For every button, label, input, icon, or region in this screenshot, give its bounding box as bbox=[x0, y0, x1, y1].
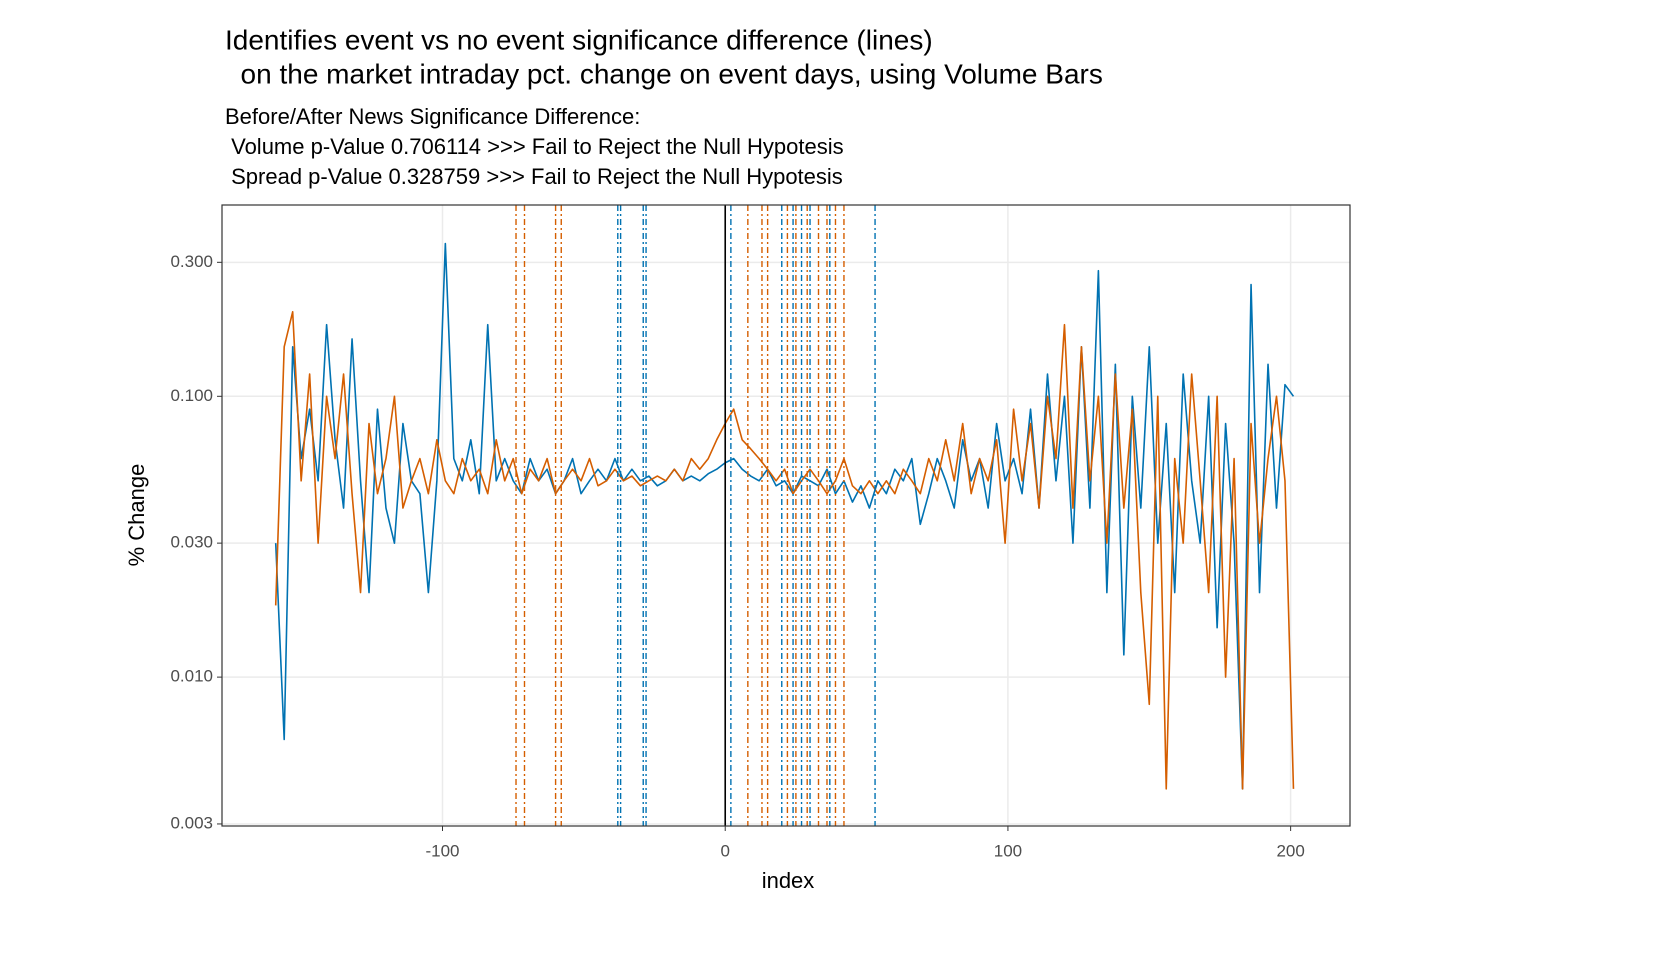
data-line bbox=[274, 310, 1295, 790]
x-tick-label: 200 bbox=[1276, 841, 1304, 860]
y-tick-label: 0.300 bbox=[170, 252, 213, 271]
chart-title: on the market intraday pct. change on ev… bbox=[225, 58, 1103, 89]
x-tick-label: -100 bbox=[425, 841, 459, 860]
x-axis-label: index bbox=[762, 868, 815, 893]
x-tick-label: 0 bbox=[720, 841, 729, 860]
x-tick-label: 100 bbox=[994, 841, 1022, 860]
y-tick-label: 0.030 bbox=[170, 533, 213, 552]
y-tick-label: 0.100 bbox=[170, 386, 213, 405]
chart-subtitle: Before/After News Significance Differenc… bbox=[225, 104, 640, 129]
plot-border bbox=[221, 204, 1351, 827]
plot-background bbox=[222, 205, 1350, 826]
data-line bbox=[274, 242, 1295, 790]
chart-title: Identifies event vs no event significanc… bbox=[225, 24, 933, 55]
y-axis-label: % Change bbox=[124, 464, 149, 567]
y-tick-label: 0.003 bbox=[170, 813, 213, 832]
y-tick-label: 0.010 bbox=[170, 667, 213, 686]
chart-subtitle: Spread p-Value 0.328759 >>> Fail to Reje… bbox=[225, 164, 843, 189]
chart-subtitle: Volume p-Value 0.706114 >>> Fail to Reje… bbox=[225, 134, 844, 159]
